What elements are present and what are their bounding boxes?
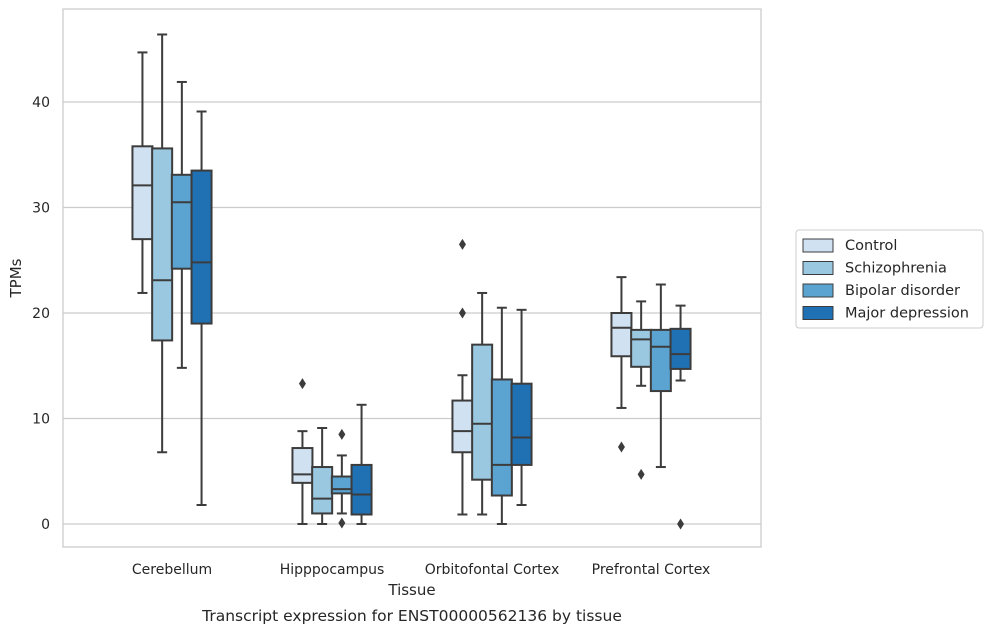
box-body — [151, 147, 174, 342]
x-tick-label: Orbitofontal Cortex — [425, 562, 560, 578]
box-body — [610, 312, 633, 358]
box-mark — [291, 378, 314, 525]
legend-swatch — [802, 283, 834, 298]
y-tick-label: 40 — [32, 95, 50, 111]
box-mark — [311, 426, 334, 525]
y-tick-label: 10 — [32, 412, 50, 428]
box-series — [131, 33, 692, 530]
box-mark — [451, 238, 474, 516]
box-mark — [131, 51, 154, 294]
box-mark — [151, 33, 174, 454]
x-tick-label: Hipppocampus — [280, 562, 385, 578]
box-mark — [669, 304, 692, 530]
chart-caption: Transcript expression for ENST0000056213… — [201, 607, 622, 625]
box-body — [170, 173, 193, 270]
box-body — [649, 328, 672, 393]
box-body — [630, 328, 653, 368]
box-body — [311, 466, 334, 515]
box-mark — [649, 283, 672, 469]
box-body — [471, 343, 494, 481]
x-tick-label: Prefrontal Cortex — [592, 562, 711, 578]
outlier-point — [637, 468, 645, 480]
y-tick-label: 0 — [41, 517, 50, 533]
box-mark — [630, 300, 653, 480]
legend-label: Control — [845, 238, 897, 254]
box-mark — [510, 308, 533, 507]
box-mark — [490, 306, 513, 525]
box-body — [510, 382, 533, 466]
box-mark — [190, 110, 213, 507]
legend-swatch — [802, 238, 834, 253]
outlier-point — [458, 238, 466, 250]
box-mark — [170, 80, 193, 369]
y-tick-label: 30 — [32, 201, 50, 217]
x-axis-ticks: Cerebellum Hipppocampus Orbitofontal Corte… — [132, 562, 710, 578]
box-mark — [330, 428, 353, 529]
box-body — [330, 475, 353, 495]
box-body — [190, 169, 213, 325]
legend-label: Bipolar disorder — [845, 283, 960, 299]
outlier-point — [338, 428, 346, 440]
plot-frame — [62, 8, 762, 548]
x-axis-title: Tissue — [387, 581, 435, 599]
box-mark — [471, 291, 494, 516]
y-axis-title: TPMs — [7, 258, 25, 298]
legend-swatch — [802, 261, 834, 275]
y-tick-label: 20 — [32, 306, 50, 322]
x-tick-label: Cerebellum — [132, 562, 212, 578]
box-body — [669, 327, 692, 370]
outlier-point — [298, 378, 306, 390]
legend: Control Schizophrenia Bipolar disorder Majo… — [795, 229, 984, 329]
box-mark — [610, 276, 633, 453]
box-body — [490, 378, 513, 497]
box-mark — [350, 403, 373, 525]
box-body — [451, 399, 474, 454]
legend-swatch — [802, 306, 834, 320]
outlier-point — [458, 307, 466, 319]
outlier-point — [677, 518, 685, 530]
y-axis-ticks: 0 10 20 30 40 — [32, 95, 50, 533]
box-body — [350, 463, 373, 516]
outlier-point — [338, 517, 346, 529]
outlier-point — [617, 441, 625, 453]
box-body — [131, 145, 154, 241]
legend-label: Major depression — [845, 306, 969, 322]
box-body — [291, 447, 314, 484]
legend-label: Schizophrenia — [845, 261, 947, 277]
legend-frame — [795, 229, 984, 329]
